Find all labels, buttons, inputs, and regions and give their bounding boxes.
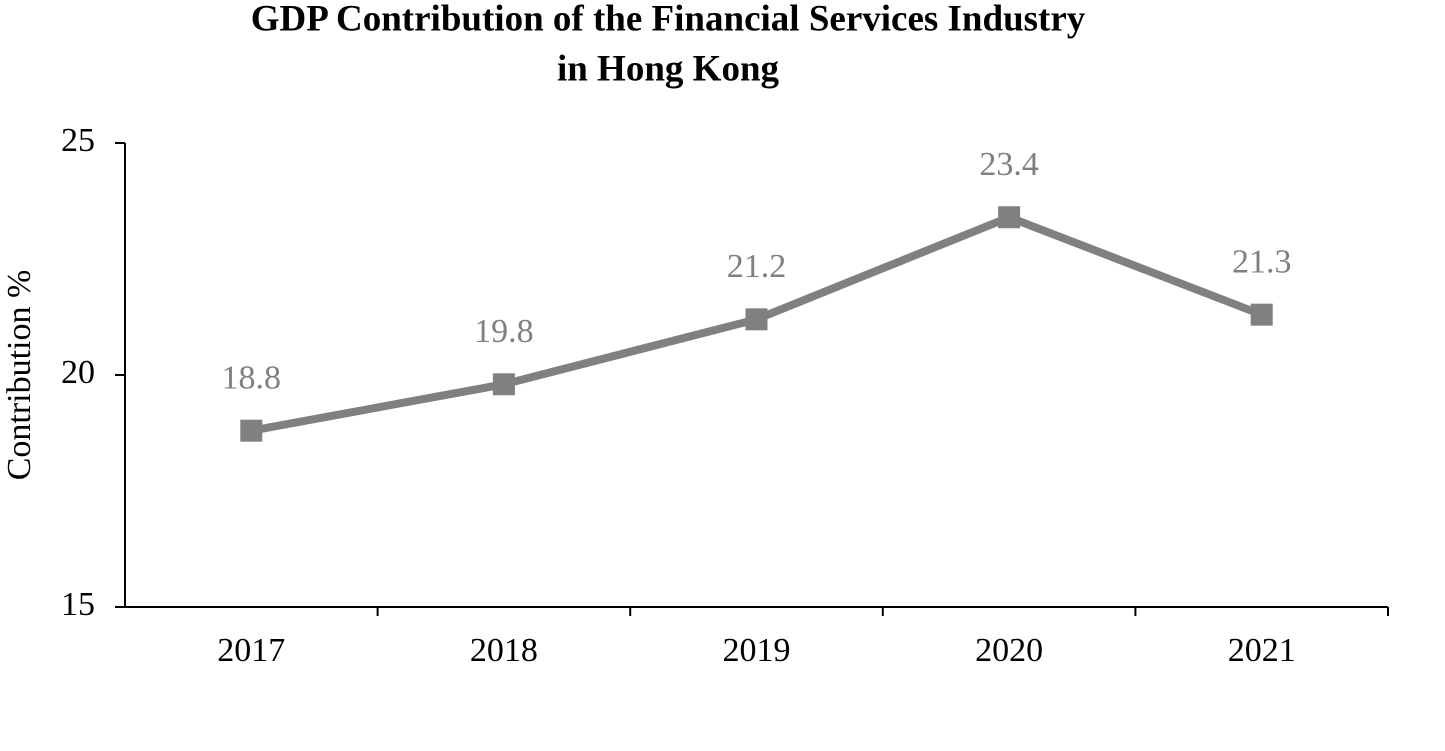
chart-title: GDP Contribution of the Financial Servic… (251, 0, 1086, 39)
data-label: 18.8 (222, 359, 282, 396)
data-label: 21.3 (1232, 243, 1292, 280)
data-label: 23.4 (979, 146, 1039, 183)
point-marker (240, 419, 263, 442)
chart-title: in Hong Kong (557, 48, 780, 89)
x-tick-label: 2017 (217, 632, 285, 669)
y-tick-label: 20 (61, 354, 95, 391)
point-marker (745, 308, 768, 331)
x-tick-label: 2019 (723, 632, 791, 669)
data-label: 19.8 (474, 313, 534, 350)
data-label: 21.2 (727, 248, 787, 285)
point-marker (492, 373, 515, 396)
y-axis-label: Contribution % (1, 270, 38, 481)
y-tick-label: 15 (61, 586, 95, 623)
x-tick-label: 2021 (1228, 632, 1296, 669)
x-tick-label: 2018 (470, 632, 538, 669)
y-tick-label: 25 (61, 122, 95, 159)
point-marker (1250, 303, 1273, 326)
x-tick-label: 2020 (975, 632, 1043, 669)
point-marker (998, 206, 1021, 229)
